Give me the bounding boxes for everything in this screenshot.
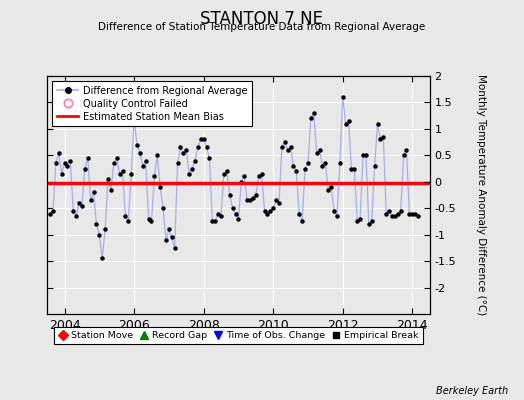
Text: Berkeley Earth: Berkeley Earth (436, 386, 508, 396)
Legend: Station Move, Record Gap, Time of Obs. Change, Empirical Break: Station Move, Record Gap, Time of Obs. C… (54, 327, 422, 344)
Y-axis label: Monthly Temperature Anomaly Difference (°C): Monthly Temperature Anomaly Difference (… (476, 74, 486, 316)
Text: Difference of Station Temperature Data from Regional Average: Difference of Station Temperature Data f… (99, 22, 425, 32)
Text: STANTON 7 NE: STANTON 7 NE (201, 10, 323, 28)
